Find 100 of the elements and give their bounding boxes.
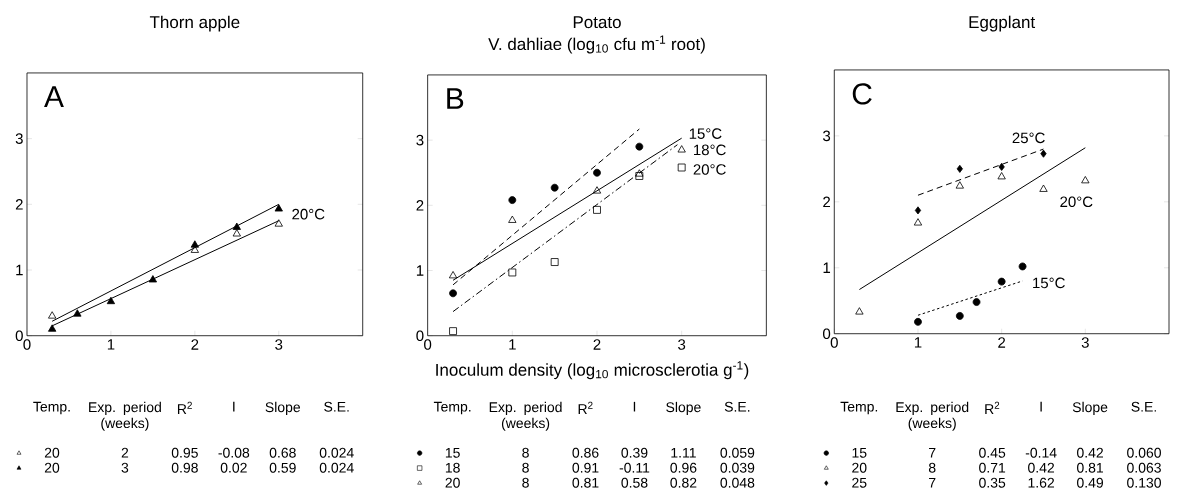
point: [508, 196, 517, 205]
point: [449, 289, 457, 298]
category-label: Exp. period (weeks): [89, 402, 161, 432]
point: [592, 186, 602, 194]
y-tick-label: 0: [823, 328, 831, 340]
x-tick-label: 1: [509, 339, 516, 350]
point: [972, 298, 981, 307]
data-label: 0.060: [1127, 448, 1161, 458]
series-label: 18°C: [694, 144, 726, 156]
y-tick-label: 3: [15, 133, 23, 145]
x-tick-label: 3: [1081, 337, 1089, 349]
point: [274, 204, 283, 212]
x-tick-label: 0: [424, 339, 432, 351]
data-label: 0.024: [319, 463, 354, 473]
data-label: 20: [445, 478, 460, 488]
category-label: Slope: [1072, 402, 1108, 416]
data-label: 0.82: [670, 478, 697, 488]
y-tick-label: 2: [15, 199, 23, 210]
category-label: Slope: [666, 402, 701, 416]
category-label: Temp.: [840, 402, 878, 415]
data-label: 2: [121, 448, 129, 458]
y-tick-label: 1: [416, 265, 424, 276]
category-label: Exp. period (weeks): [896, 402, 969, 432]
data-label: 0.81: [1077, 463, 1103, 473]
data-label: 0.35: [979, 478, 1006, 488]
x-axis-title: Inoculum density (log$_{10}$ microsclerotia g$^{-1}$): [436, 361, 749, 380]
text: 15°C: [689, 128, 722, 140]
data-label: 7: [929, 478, 936, 488]
point: [593, 206, 601, 214]
data-label: 18: [445, 463, 460, 473]
x-tick-label: 3: [678, 339, 686, 351]
point: [914, 206, 922, 215]
series-label: 20°C: [292, 209, 325, 220]
chart-subtitle: V. dahliae (log$_{10}$ cfu m$^{-1}$ root): [488, 35, 705, 54]
point: [593, 169, 601, 177]
data-label: 20: [44, 463, 60, 473]
point: [955, 181, 964, 189]
data-label: 0.95: [171, 448, 198, 458]
data-label: -0.14: [1025, 448, 1057, 458]
data-label: 1.62: [1028, 478, 1055, 488]
point: [1018, 262, 1027, 271]
data-label: -0.11: [619, 463, 650, 473]
data-label: 0.130: [1127, 478, 1161, 488]
data-label: 0.45: [979, 448, 1006, 458]
data-label: 0.42: [1028, 463, 1055, 473]
point: [148, 275, 158, 283]
x-tick-label: 2: [191, 339, 199, 350]
data-label: 0.49: [1077, 478, 1104, 488]
category-label: Temp.: [433, 402, 471, 415]
x-tick-label: 1: [914, 337, 922, 348]
data-label: 0.063: [1127, 463, 1161, 473]
category-label: I: [633, 402, 636, 412]
data-label: 0.96: [670, 463, 697, 473]
point: [913, 218, 923, 226]
data-label: 8: [928, 463, 936, 473]
point: [997, 277, 1006, 286]
point: [677, 163, 686, 172]
point: [635, 169, 644, 177]
category-label: I: [1040, 402, 1042, 412]
point: [955, 312, 964, 321]
data-label: 8: [522, 463, 529, 473]
category-label: Exp. period (weeks): [489, 402, 562, 432]
data-label: 0.059: [720, 448, 755, 458]
point: [232, 222, 241, 231]
point: [855, 307, 864, 315]
annotation: B: [447, 88, 464, 110]
y-tick-label: 1: [823, 262, 831, 274]
y-tick-label: 1: [16, 265, 23, 276]
series-label: 25°C: [1012, 132, 1045, 144]
data-label: 15: [852, 448, 867, 458]
category-label: R$^{2}$: [985, 402, 1000, 415]
chart-title: Eggplant: [969, 15, 1036, 32]
point: [550, 184, 559, 192]
series-label: 15°C: [1033, 277, 1065, 289]
data-label: 0.81: [572, 478, 599, 488]
chart-title: Potato: [573, 16, 621, 29]
y-tick-label: 3: [822, 130, 831, 142]
x-tick-label: 2: [998, 337, 1006, 348]
category-label: R$^{2}$: [177, 402, 192, 415]
category-label: S.E.: [724, 402, 750, 412]
point: [449, 327, 457, 336]
point: [998, 163, 1005, 172]
point: [448, 271, 458, 279]
point: [48, 324, 57, 332]
point: [1040, 149, 1047, 158]
category-label: I: [233, 402, 235, 412]
data-label: 0.98: [171, 463, 198, 473]
point: [956, 165, 963, 174]
data-label: 0.02: [220, 463, 247, 473]
chart-title: Thorn apple: [149, 15, 240, 32]
point: [508, 268, 517, 277]
annotation: A: [44, 86, 64, 108]
point: [190, 240, 199, 248]
data-label: 25: [852, 478, 867, 488]
data-label: 0.58: [621, 478, 648, 488]
annotation: C: [852, 83, 872, 105]
category-label: S.E.: [324, 402, 349, 412]
data-label: 0.59: [269, 463, 296, 473]
point: [550, 258, 559, 267]
point: [48, 311, 57, 319]
